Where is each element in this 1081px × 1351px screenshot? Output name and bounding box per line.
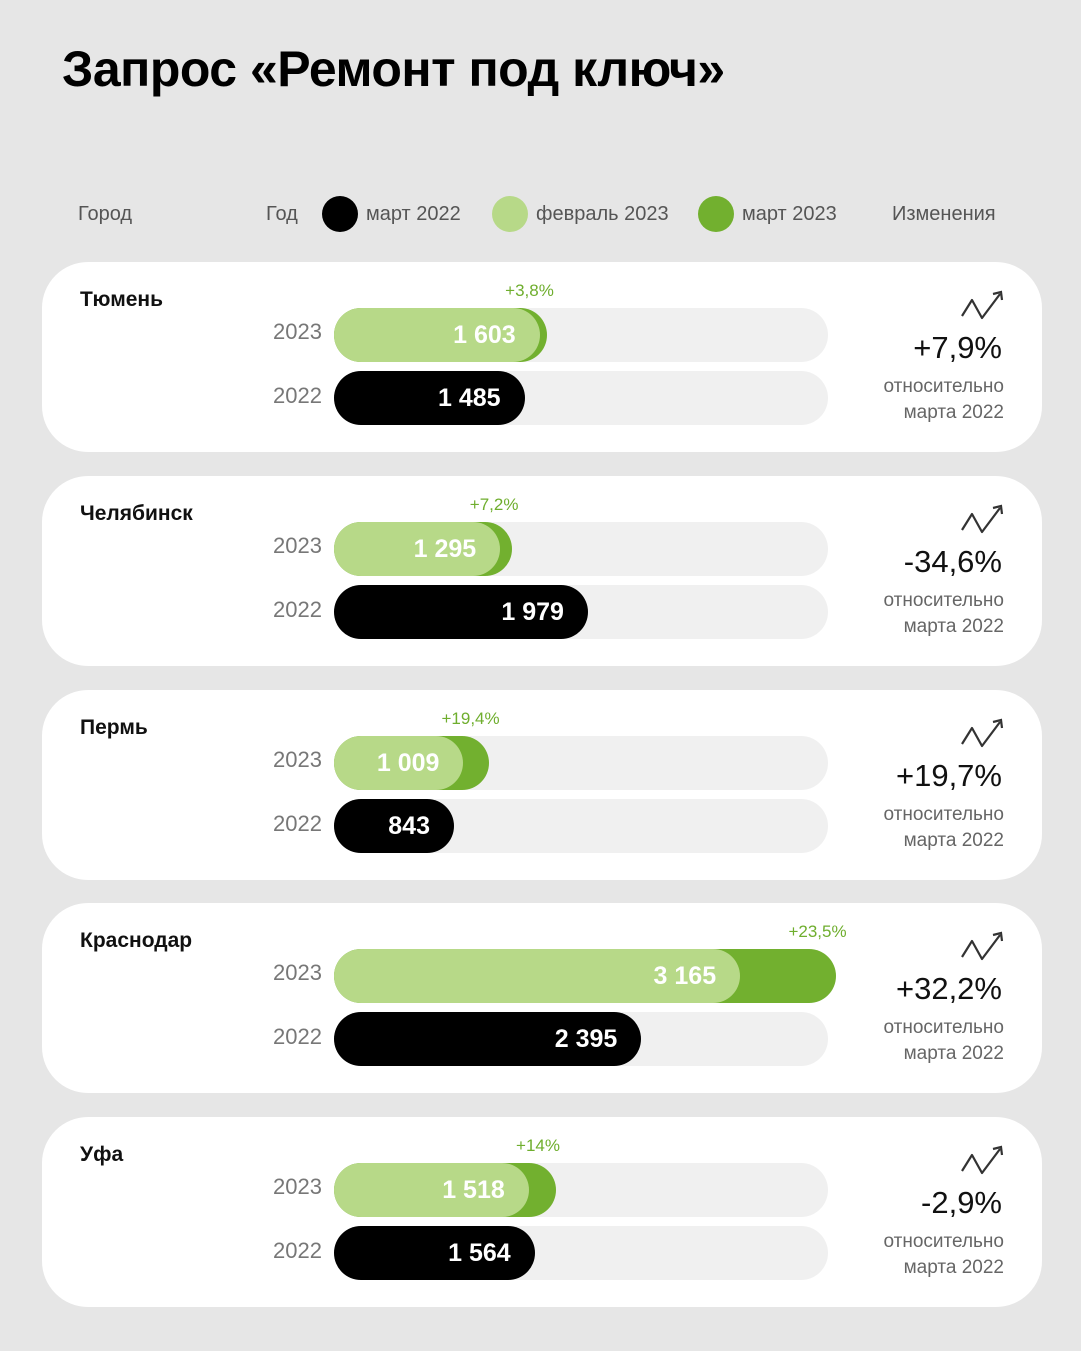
bar-mar2022: 1 979 — [334, 585, 588, 639]
legend-dot-mar2022 — [322, 196, 358, 232]
bar-feb2023: 1 518 — [334, 1163, 529, 1217]
year-label-2022: 2022 — [273, 597, 322, 622]
year-label-2023: 2023 — [273, 1174, 322, 1199]
legend-dot-mar2023 — [698, 196, 734, 232]
year-label-2023: 2023 — [273, 747, 322, 772]
relative-note-line1: относительно — [883, 1017, 1005, 1038]
bar-mar2022: 1 564 — [334, 1226, 535, 1280]
relative-note-line2: марта 2022 — [903, 830, 1004, 851]
header-year: Год — [266, 203, 298, 225]
bar-feb2023: 1 009 — [334, 736, 464, 790]
change-value: -2,9% — [921, 1185, 1002, 1220]
relative-note: относительно марта 2022 — [884, 802, 1005, 854]
year-label-2022: 2022 — [273, 1238, 322, 1263]
year-label-2023: 2023 — [273, 960, 322, 985]
change-value: +19,7% — [895, 758, 1002, 793]
year-label-2022: 2022 — [273, 811, 322, 836]
bar-mar2022: 843 — [334, 799, 454, 853]
legend-label-feb2023: февраль 2023 — [536, 203, 669, 225]
relative-note: относительно марта 2022 — [884, 588, 1005, 640]
city-name: Пермь — [80, 716, 148, 739]
bar-mar2022: 1 485 — [334, 371, 525, 425]
bar-feb2023: 3 165 — [334, 949, 741, 1003]
delta-label: +7,2% — [469, 495, 519, 514]
legend-label-mar2022: март 2022 — [366, 203, 461, 225]
legend-label-mar2023: март 2023 — [742, 203, 837, 225]
relative-note: относительно марта 2022 — [884, 1015, 1005, 1067]
city-card: Краснодар 2023 2022 3 165 2 395 +23,5% +32,2% о… — [42, 903, 1042, 1093]
year-label-2022: 2022 — [273, 1024, 322, 1049]
header-city: Город — [78, 203, 133, 225]
delta-label: +3,8% — [505, 281, 554, 300]
bar-value-2022: 2 395 — [554, 1025, 618, 1053]
bar-value-2022: 1 564 — [448, 1239, 511, 1267]
delta-label: +19,4% — [441, 709, 500, 728]
city-card: Челябинск 2023 2022 1 295 1 979 +7,2% -34,6% от… — [42, 476, 1042, 666]
relative-note-line1: относительно — [883, 1231, 1005, 1252]
year-label-2023: 2023 — [273, 533, 322, 558]
bar-value-2023: 3 165 — [653, 962, 717, 990]
relative-note-line1: относительно — [883, 804, 1005, 825]
bar-value-2023: 1 518 — [442, 1176, 505, 1204]
change-value: +7,9% — [913, 330, 1002, 365]
city-name: Уфа — [80, 1143, 124, 1166]
delta-label: +14% — [516, 1136, 560, 1155]
year-label-2023: 2023 — [273, 319, 322, 344]
relative-note-line2: марта 2022 — [903, 616, 1004, 637]
city-card: Уфа 2023 2022 1 518 1 564 +14% -2,9% относитель… — [42, 1117, 1042, 1307]
relative-note-line2: марта 2022 — [903, 402, 1004, 423]
bar-feb2023: 1 603 — [334, 308, 540, 362]
bar-feb2023: 1 295 — [334, 522, 501, 576]
bar-value-2023: 1 603 — [453, 321, 516, 349]
city-name: Краснодар — [80, 929, 193, 952]
bar-mar2022: 2 395 — [334, 1012, 642, 1066]
relative-note-line1: относительно — [883, 590, 1005, 611]
city-card: Пермь 2023 2022 1 009 843 +19,4% +19,7% относит… — [42, 690, 1042, 880]
legend-dot-feb2023 — [492, 196, 528, 232]
trend-up-icon — [961, 290, 1004, 320]
city-card: Тюмень 2023 2022 1 603 1 485 +3,8% +7,9% относи… — [42, 262, 1042, 452]
bar-value-2023: 1 295 — [413, 535, 477, 563]
relative-note-line2: марта 2022 — [903, 1257, 1004, 1278]
bar-value-2023: 1 009 — [376, 749, 440, 777]
trend-up-icon — [961, 504, 1004, 534]
delta-label: +23,5% — [788, 922, 847, 941]
year-label-2022: 2022 — [273, 383, 322, 408]
change-value: +32,2% — [895, 971, 1002, 1006]
relative-note: относительно марта 2022 — [884, 374, 1005, 426]
bar-value-2022: 843 — [388, 812, 430, 840]
bar-value-2022: 1 979 — [501, 598, 564, 626]
header-changes: Изменения — [892, 203, 996, 225]
relative-note-line1: относительно — [883, 376, 1005, 397]
page-title: Запрос «Ремонт под ключ» — [62, 41, 725, 97]
city-name: Тюмень — [80, 288, 164, 311]
trend-up-icon — [961, 1145, 1004, 1175]
bar-value-2022: 1 485 — [437, 384, 501, 412]
trend-up-icon — [961, 931, 1004, 961]
city-name: Челябинск — [80, 502, 193, 525]
change-value: -34,6% — [903, 544, 1002, 579]
trend-up-icon — [961, 718, 1004, 748]
relative-note-line2: марта 2022 — [903, 1043, 1004, 1064]
relative-note: относительно марта 2022 — [884, 1229, 1005, 1281]
